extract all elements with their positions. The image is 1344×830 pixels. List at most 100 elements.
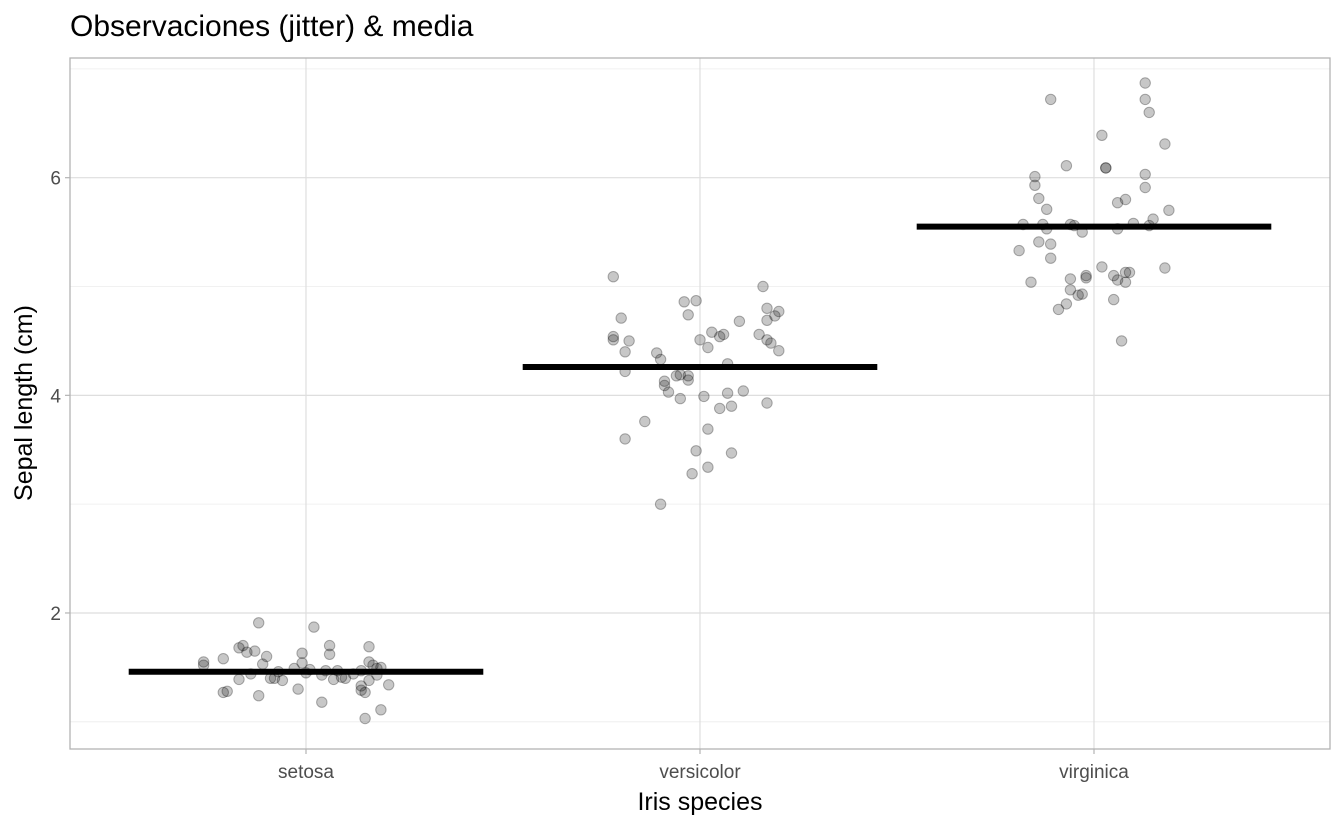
data-point-virginica [1060, 298, 1073, 310]
data-point-versicolor [721, 387, 734, 399]
data-point-virginica [1045, 93, 1057, 106]
data-point-virginica [1045, 238, 1057, 250]
data-point-versicolor [714, 402, 726, 415]
x-tick-label-virginica: virginica [1059, 762, 1129, 783]
data-point-versicolor [753, 328, 765, 341]
data-point-versicolor [607, 334, 619, 346]
data-point-versicolor [725, 447, 738, 459]
data-point-virginica [1033, 236, 1045, 248]
data-point-versicolor [690, 295, 702, 307]
data-point-setosa [292, 683, 304, 695]
data-point-virginica [1096, 129, 1108, 142]
data-point-versicolor [698, 390, 710, 403]
data-point-setosa [276, 674, 289, 687]
data-point-setosa [308, 621, 320, 633]
data-point-virginica [1111, 197, 1124, 209]
data-point-virginica [1108, 293, 1120, 306]
data-point-versicolor [773, 345, 785, 357]
x-grid-lines [305, 58, 1095, 749]
data-point-virginica [1163, 204, 1175, 217]
data-point-versicolor [717, 328, 730, 341]
data-point-virginica [1108, 269, 1120, 282]
data-point-versicolor [761, 302, 773, 314]
data-point-versicolor [615, 312, 627, 324]
data-point-virginica [1060, 160, 1073, 172]
data-point-virginica [1100, 162, 1112, 174]
x-axis-title: Iris species [637, 788, 762, 816]
data-point-setosa [383, 679, 395, 691]
data-point-versicolor [769, 310, 781, 322]
data-point-versicolor [773, 305, 785, 318]
data-point-setosa [260, 650, 273, 663]
data-point-setosa [221, 685, 233, 697]
data-point-versicolor [623, 335, 635, 347]
data-point-setosa [375, 704, 387, 716]
data-point-virginica [1029, 179, 1041, 192]
data-point-versicolor [761, 397, 773, 409]
data-point-virginica [1029, 170, 1041, 183]
data-point-versicolor [674, 392, 686, 405]
data-point-versicolor [686, 468, 698, 480]
x-tick-label-versicolor: versicolor [659, 762, 741, 783]
data-point-virginica [1119, 266, 1132, 279]
data-point-versicolor [737, 385, 749, 397]
data-point-virginica [1025, 276, 1037, 288]
data-point-versicolor [639, 415, 651, 428]
data-point-versicolor [654, 498, 667, 510]
data-point-versicolor [607, 330, 619, 343]
data-point-versicolor [690, 445, 702, 457]
data-point-setosa [359, 712, 371, 725]
data-point-virginica [1159, 262, 1171, 274]
data-point-versicolor [658, 379, 671, 392]
data-point-versicolor [702, 461, 714, 473]
data-point-setosa [253, 690, 265, 702]
data-point-virginica [1139, 93, 1151, 106]
data-point-versicolor [658, 375, 671, 387]
data-point-virginica [1139, 181, 1151, 194]
data-point-versicolor [619, 346, 631, 358]
data-point-virginica [1159, 138, 1171, 150]
data-point-versicolor [678, 296, 690, 308]
data-point-virginica [1111, 274, 1124, 286]
data-point-versicolor [714, 330, 726, 343]
data-point-versicolor [706, 326, 718, 338]
data-point-virginica [1064, 273, 1077, 285]
data-point-virginica [1096, 261, 1108, 273]
data-point-virginica [1052, 303, 1065, 316]
data-point-versicolor [702, 341, 714, 354]
data-point-virginica [1080, 269, 1092, 282]
data-point-virginica [1072, 289, 1084, 301]
data-point-virginica [1119, 193, 1132, 206]
data-point-versicolor [607, 271, 619, 283]
y-tick-label: 2 [50, 604, 61, 625]
data-point-setosa [323, 648, 336, 660]
x-tick-label-setosa: setosa [278, 762, 334, 783]
data-point-versicolor [682, 309, 694, 321]
data-point-versicolor [757, 280, 769, 293]
data-point-setosa [355, 684, 367, 696]
data-point-virginica [1076, 288, 1088, 300]
data-point-virginica [1147, 213, 1159, 225]
data-point-setosa [241, 646, 253, 658]
data-point-versicolor [682, 370, 694, 382]
data-point-virginica [1045, 252, 1057, 264]
y-tick-label: 4 [50, 386, 61, 407]
data-point-versicolor [670, 370, 683, 382]
data-point-virginica [1033, 192, 1045, 205]
data-point-setosa [363, 674, 375, 687]
data-point-virginica [1139, 77, 1151, 89]
data-point-setosa [217, 653, 230, 665]
data-point-setosa [296, 647, 308, 659]
data-point-versicolor [765, 337, 777, 349]
mean-lines [128, 223, 1272, 675]
data-point-virginica [1013, 244, 1025, 257]
data-point-setosa [237, 639, 249, 652]
data-point-versicolor [725, 400, 738, 412]
data-point-versicolor [651, 347, 663, 359]
data-point-setosa [249, 645, 261, 657]
data-point-virginica [1100, 162, 1112, 174]
data-point-setosa [363, 656, 375, 668]
data-point-setosa [363, 641, 375, 653]
